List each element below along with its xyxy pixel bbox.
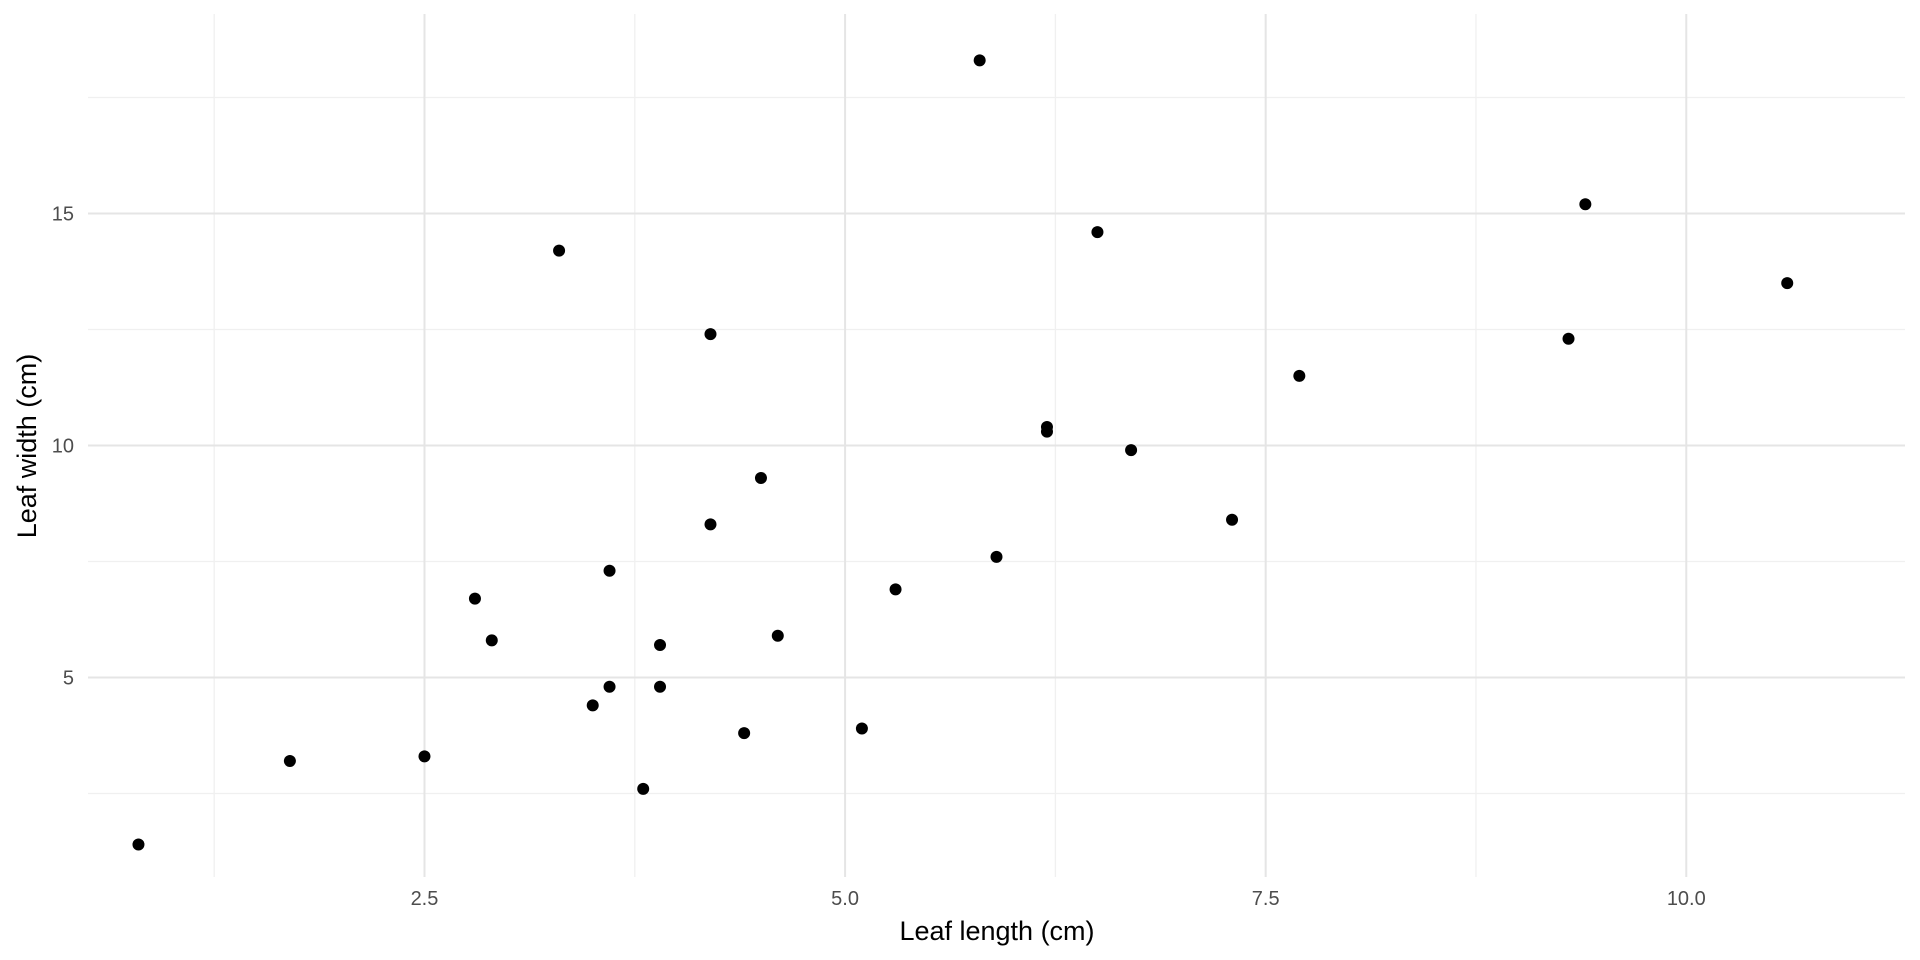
data-point <box>1125 444 1138 457</box>
data-point <box>855 722 868 735</box>
x-tick-label: 2.5 <box>411 888 439 910</box>
x-tick-label: 10.0 <box>1667 888 1706 910</box>
data-point <box>586 699 599 712</box>
data-point <box>603 564 616 577</box>
data-point <box>654 680 667 693</box>
y-tick-label: 5 <box>63 667 74 689</box>
data-point <box>990 550 1003 563</box>
data-point <box>1293 369 1306 382</box>
data-point <box>1040 425 1053 438</box>
y-axis-tick-labels: 5 10 15 <box>52 204 74 690</box>
y-tick-label: 10 <box>52 436 74 458</box>
data-point <box>1781 277 1794 290</box>
data-point <box>485 634 498 647</box>
data-point <box>468 592 481 605</box>
data-point <box>973 54 986 67</box>
y-axis-title: Leaf width (cm) <box>12 354 42 539</box>
data-point <box>283 755 296 768</box>
data-point <box>1226 513 1239 526</box>
data-point <box>1562 332 1575 345</box>
x-tick-label: 5.0 <box>831 888 859 910</box>
x-tick-label: 7.5 <box>1252 888 1280 910</box>
x-axis-tick-labels: 2.5 5.0 7.5 10.0 <box>411 888 1706 910</box>
data-points <box>132 54 1794 851</box>
data-point <box>418 750 431 763</box>
data-point <box>654 639 667 652</box>
data-point <box>771 629 784 642</box>
data-point <box>704 328 717 341</box>
x-axis-title: Leaf length (cm) <box>899 916 1094 946</box>
data-point <box>1579 198 1592 211</box>
data-point <box>889 583 902 596</box>
data-point <box>132 838 145 851</box>
major-gridlines <box>88 14 1905 877</box>
data-point <box>754 471 767 484</box>
data-point <box>553 244 566 257</box>
data-point <box>603 680 616 693</box>
data-point <box>704 518 717 531</box>
y-tick-label: 15 <box>52 204 74 226</box>
data-point <box>1091 226 1104 239</box>
data-point <box>738 727 751 740</box>
data-point <box>637 782 650 795</box>
